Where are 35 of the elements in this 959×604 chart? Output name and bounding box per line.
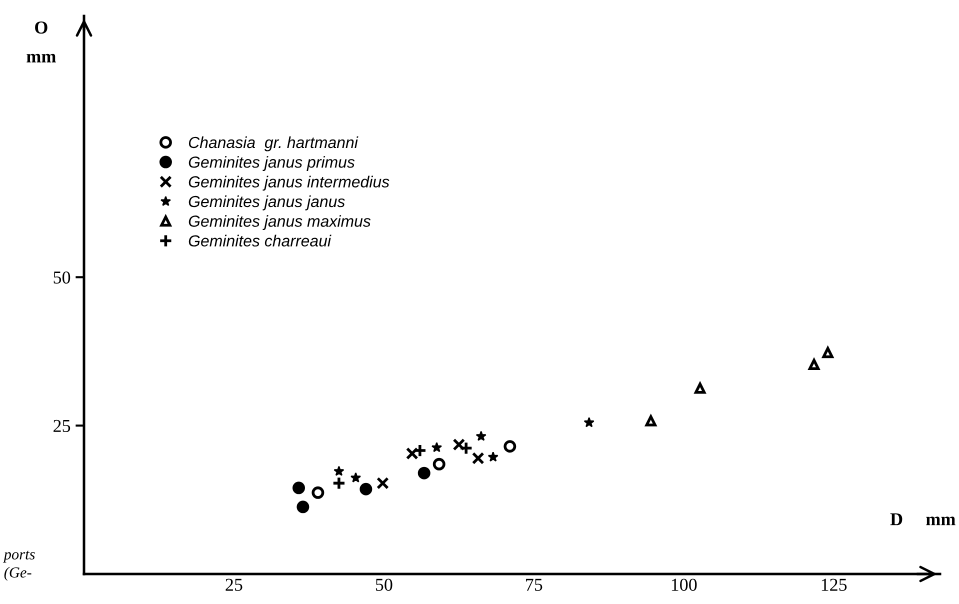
point (431, 442, 442, 452)
x-tick-label: 50 (376, 578, 392, 591)
point (412, 444, 427, 458)
point (406, 447, 418, 460)
point (312, 486, 324, 499)
legend-label: Geminites janus maximus (188, 215, 371, 230)
point (334, 466, 344, 476)
legend-label: Chanasia gr. hartmanni (188, 136, 358, 152)
x-tick-label: 75 (526, 578, 542, 591)
legend-label: Geminites janus janus (188, 195, 345, 210)
point (376, 476, 389, 490)
point (332, 476, 346, 490)
legend-label: Geminites janus intermedius (188, 176, 390, 191)
point (296, 500, 310, 514)
x-tick-label: 25 (226, 578, 242, 591)
legend-label: Geminites janus primus (188, 156, 355, 171)
legend-label: Geminites charreaui (188, 234, 332, 247)
point (432, 458, 446, 470)
point (472, 452, 484, 464)
x-tick-label: 125 (822, 578, 847, 591)
point (418, 466, 430, 480)
point (808, 358, 820, 370)
point (476, 430, 486, 441)
point (584, 417, 594, 428)
text: ports (2, 550, 35, 563)
point (488, 452, 498, 462)
point (360, 482, 372, 496)
point (645, 415, 656, 426)
text: (Ge- (4, 566, 32, 581)
x-tick-label: 100 (672, 578, 697, 591)
point (350, 472, 362, 482)
point (292, 482, 305, 494)
x-axis-title: D mm (890, 513, 956, 526)
point (504, 440, 516, 453)
y-axis-title: O mm (26, 22, 56, 62)
